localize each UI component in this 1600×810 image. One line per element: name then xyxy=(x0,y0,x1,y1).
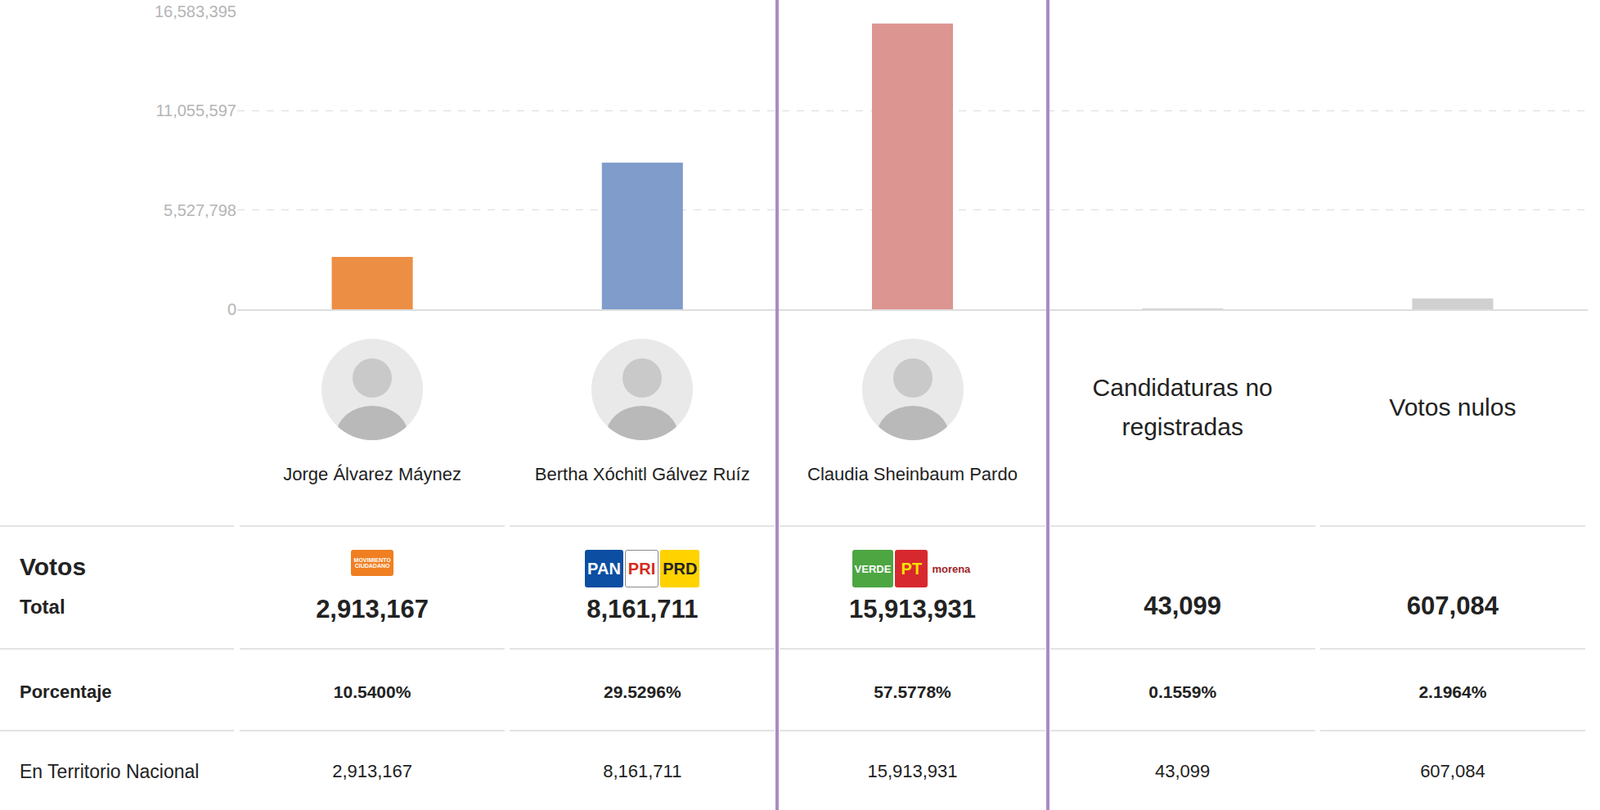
html-text:VERDE: VERDE xyxy=(854,562,892,575)
html-text:En Territorio Nacional: En Territorio Nacional xyxy=(19,760,200,782)
html-text:PAN: PAN xyxy=(587,559,621,578)
html-text:29.5296%: 29.5296% xyxy=(603,682,682,702)
html-text:Bertha Xóchitl Gálvez Ruíz: Bertha Xóchitl Gálvez Ruíz xyxy=(534,463,750,485)
html-text:607,084: 607,084 xyxy=(1420,760,1486,782)
html-text:Jorge Álvarez Máynez: Jorge Álvarez Máynez xyxy=(283,463,462,485)
html-text:57.5778%: 57.5778% xyxy=(873,682,952,702)
html-text:Candidaturas no registradas: Candidaturas no registradas xyxy=(1092,373,1273,441)
html-text:morena: morena xyxy=(932,562,971,575)
svg-text:16,583,395: 16,583,395 xyxy=(154,2,237,21)
svg-text:11,055,597: 11,055,597 xyxy=(155,101,237,120)
html-text:607,084: 607,084 xyxy=(1406,591,1499,621)
html-text:Total: Total xyxy=(19,595,66,618)
html-text:10.5400%: 10.5400% xyxy=(333,682,411,702)
html-text:2,913,167: 2,913,167 xyxy=(332,760,413,782)
html-text:15,913,931: 15,913,931 xyxy=(848,594,976,624)
html-text:8,161,711: 8,161,711 xyxy=(603,760,682,782)
html-text:PRI PRD: PRI PRD xyxy=(628,559,698,578)
html-text:43,099: 43,099 xyxy=(1143,591,1222,621)
html-text:Porcentaje: Porcentaje xyxy=(19,681,112,702)
html-text:2.1964%: 2.1964% xyxy=(1418,682,1487,702)
svg-text:0: 0 xyxy=(227,300,237,319)
html-text:PT: PT xyxy=(901,559,923,578)
html-text:43,099: 43,099 xyxy=(1155,760,1211,782)
html-text:8,161,711: 8,161,711 xyxy=(586,594,699,624)
html-text:Votos: Votos xyxy=(19,552,86,580)
html-text:15,913,931: 15,913,931 xyxy=(867,760,958,782)
html-text:2,913,167: 2,913,167 xyxy=(315,594,429,624)
html-text:Claudia Sheinbaum Pardo: Claudia Sheinbaum Pardo xyxy=(807,463,1018,485)
html-text:0.1559%: 0.1559% xyxy=(1148,682,1217,702)
html-text:Votos nulos: Votos nulos xyxy=(1389,393,1517,421)
svg-text:5,527,798: 5,527,798 xyxy=(163,201,237,220)
html-text:MOVIMIENTO CIUDADANO: MOVIMIENTO CIUDADANO xyxy=(353,557,391,569)
